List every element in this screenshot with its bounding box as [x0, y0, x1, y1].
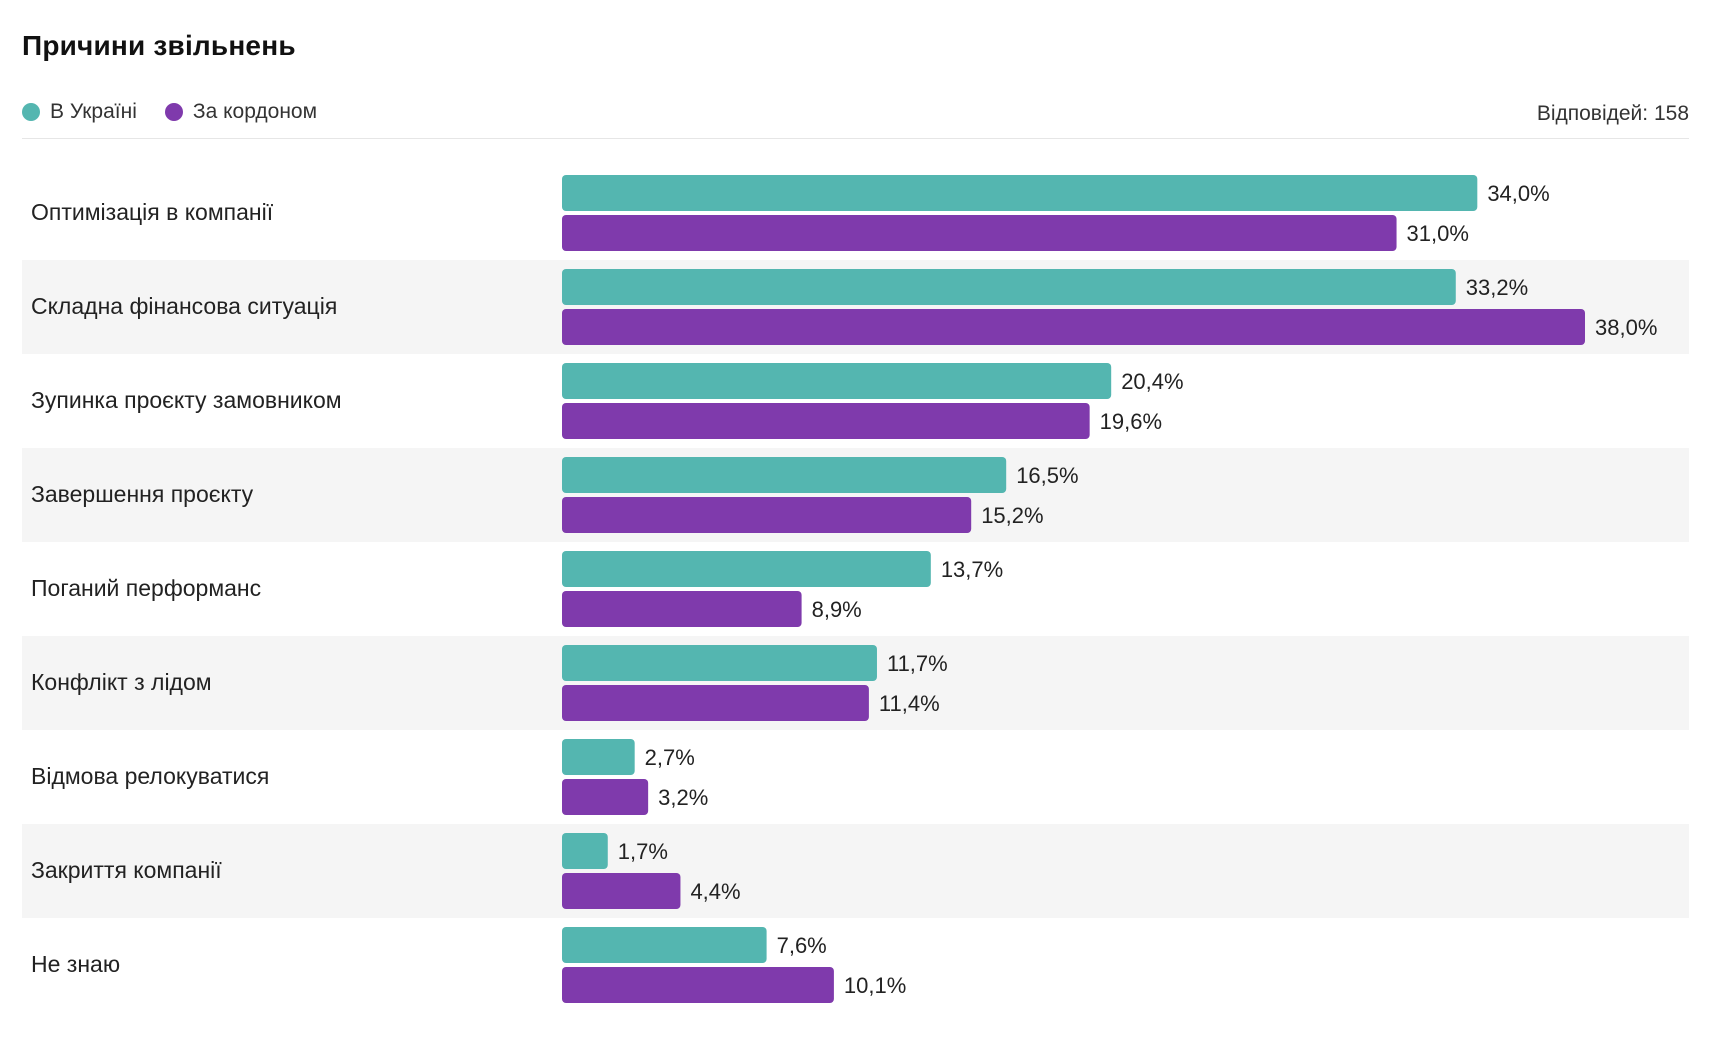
chart-container: Причини звільнень В Україні За кордоном … — [22, 0, 1689, 1042]
legend-label-abroad: За кордоном — [192, 100, 318, 123]
value-label-abroad: 8,9% — [812, 597, 862, 622]
category-label: Відмова релокуватися — [31, 763, 269, 789]
value-label-ukraine: 2,7% — [645, 745, 695, 770]
value-label-ukraine: 34,0% — [1487, 181, 1549, 206]
value-label-ukraine: 7,6% — [777, 933, 827, 958]
bar-abroad — [562, 591, 802, 627]
category-label: Конфлікт з лідом — [31, 669, 212, 695]
bar-abroad — [562, 967, 834, 1003]
chart-title: Причини звільнень — [22, 30, 296, 61]
value-label-ukraine: 1,7% — [618, 839, 668, 864]
value-label-abroad: 15,2% — [981, 503, 1043, 528]
category-label: Не знаю — [31, 951, 120, 977]
value-label-ukraine: 13,7% — [941, 557, 1003, 582]
value-label-ukraine: 16,5% — [1016, 463, 1078, 488]
bar-abroad — [562, 873, 681, 909]
bar-ukraine — [562, 645, 877, 681]
value-label-abroad: 3,2% — [658, 785, 708, 810]
value-label-abroad: 38,0% — [1595, 315, 1657, 340]
value-label-abroad: 11,4% — [879, 691, 940, 716]
value-label-abroad: 31,0% — [1407, 221, 1469, 246]
value-label-ukraine: 33,2% — [1466, 275, 1528, 300]
category-label: Закриття компанії — [31, 857, 222, 883]
bar-ukraine — [562, 269, 1456, 305]
value-label-abroad: 19,6% — [1100, 409, 1162, 434]
bar-ukraine — [562, 927, 767, 963]
legend-dot-ukraine-icon — [22, 103, 40, 121]
category-label: Зупинка проєкту замовником — [31, 387, 342, 413]
value-label-ukraine: 11,7% — [887, 651, 948, 676]
bar-abroad — [562, 403, 1090, 439]
responses-count: Відповідей: 158 — [1536, 102, 1689, 125]
bar-ukraine — [562, 363, 1112, 399]
bar-abroad — [562, 497, 972, 533]
category-label: Поганий перформанс — [31, 575, 261, 601]
category-label: Складна фінансова ситуація — [31, 293, 337, 319]
value-label-ukraine: 20,4% — [1121, 369, 1183, 394]
value-label-abroad: 4,4% — [690, 879, 740, 904]
category-label: Завершення проєкту — [31, 481, 254, 507]
bar-ukraine — [562, 551, 931, 587]
bar-ukraine — [562, 175, 1478, 211]
value-label-abroad: 10,1% — [844, 973, 906, 998]
bar-ukraine — [562, 833, 608, 869]
legend-item-ukraine: В Україні — [22, 100, 137, 124]
bar-abroad — [562, 685, 869, 721]
legend-divider — [22, 138, 1689, 139]
legend: В Україні За кордоном — [22, 100, 345, 124]
category-label: Оптимізація в компанії — [31, 199, 274, 225]
bar-abroad — [562, 779, 649, 815]
bar-abroad — [562, 215, 1397, 251]
legend-item-abroad: За кордоном — [164, 100, 318, 124]
bar-plot: Оптимізація в компанії 34,0% 31,0% Складна … — [22, 175, 1689, 1003]
bar-ukraine — [562, 457, 1007, 493]
legend-label-ukraine: В Україні — [50, 100, 137, 123]
bar-abroad — [562, 309, 1585, 345]
row-stripe — [22, 824, 1689, 918]
bar-ukraine — [562, 739, 635, 775]
legend-dot-abroad-icon — [164, 103, 183, 121]
